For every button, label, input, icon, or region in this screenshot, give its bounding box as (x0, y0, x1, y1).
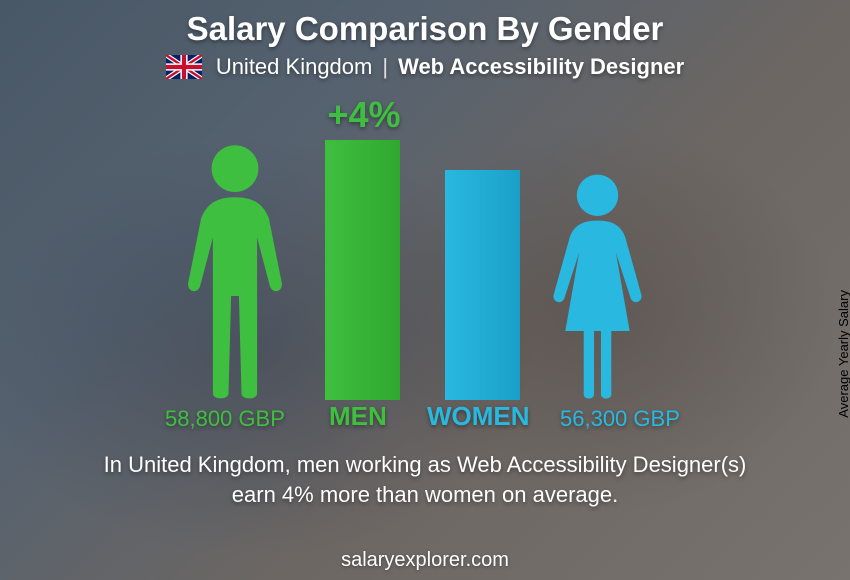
summary-line-2: earn 4% more than women on average. (232, 482, 618, 507)
men-label: MEN (329, 401, 387, 432)
uk-flag-icon (166, 55, 202, 79)
axis-label: Average Yearly Salary (837, 290, 850, 418)
women-bar (445, 170, 520, 400)
page-title: Salary Comparison By Gender (0, 0, 850, 48)
subtitle-row: United Kingdom | Web Accessibility Desig… (0, 54, 850, 80)
country-label: United Kingdom (216, 54, 373, 80)
chart-area: +4% 58,800 GBP MEN WOMEN 56,300 GBP (45, 80, 805, 450)
woman-icon (540, 170, 655, 400)
women-salary-label: 56,300 GBP (560, 406, 680, 432)
man-icon (170, 140, 300, 400)
percent-diff-label: +4% (328, 94, 401, 136)
summary-text: In United Kingdom, men working as Web Ac… (0, 450, 850, 509)
men-salary-label: 58,800 GBP (165, 406, 285, 432)
men-bar (325, 140, 400, 400)
infographic-root: Salary Comparison By Gender United Kingd… (0, 0, 850, 580)
divider: | (382, 54, 388, 80)
job-title-label: Web Accessibility Designer (398, 54, 684, 80)
footer-site: salaryexplorer.com (0, 549, 850, 572)
summary-line-1: In United Kingdom, men working as Web Ac… (104, 452, 747, 477)
women-label: WOMEN (427, 401, 530, 432)
